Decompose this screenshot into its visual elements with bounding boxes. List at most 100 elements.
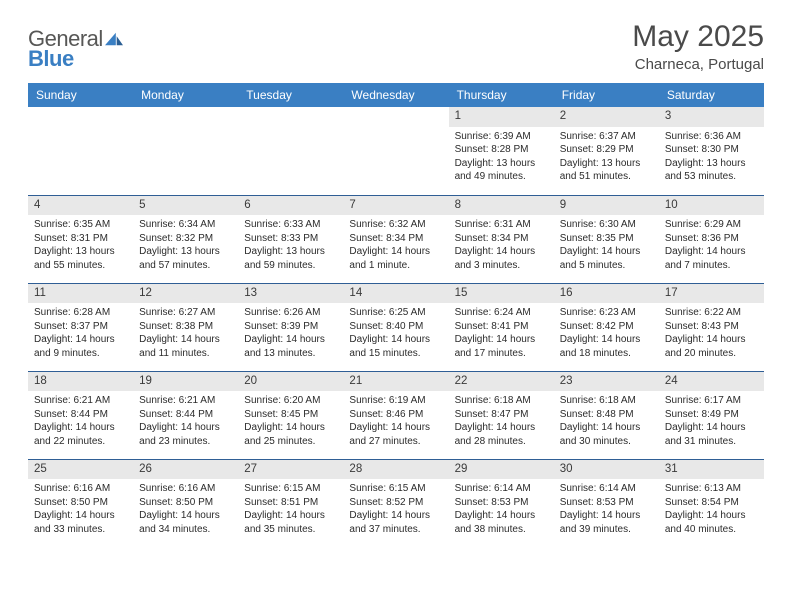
day-details: Sunrise: 6:17 AMSunset: 8:49 PMDaylight:… [659,391,764,452]
day-details: Sunrise: 6:18 AMSunset: 8:47 PMDaylight:… [449,391,554,452]
day-details: Sunrise: 6:35 AMSunset: 8:31 PMDaylight:… [28,215,133,276]
day-number: 18 [28,372,133,392]
daylight-line-2: and 13 minutes. [244,347,337,361]
calendar-cell: 26Sunrise: 6:16 AMSunset: 8:50 PMDayligh… [133,459,238,547]
sunset-line: Sunset: 8:35 PM [560,232,653,246]
calendar-week-row: 18Sunrise: 6:21 AMSunset: 8:44 PMDayligh… [28,371,764,459]
sunset-line: Sunset: 8:50 PM [139,496,232,510]
day-details: Sunrise: 6:26 AMSunset: 8:39 PMDaylight:… [238,303,343,364]
day-number: 30 [554,460,659,480]
daylight-line-2: and 9 minutes. [34,347,127,361]
daylight-line-1: Daylight: 13 hours [560,157,653,171]
day-details: Sunrise: 6:39 AMSunset: 8:28 PMDaylight:… [449,127,554,188]
daylight-line-2: and 7 minutes. [665,259,758,273]
daylight-line-2: and 33 minutes. [34,523,127,537]
sunset-line: Sunset: 8:33 PM [244,232,337,246]
daylight-line-2: and 59 minutes. [244,259,337,273]
day-details: Sunrise: 6:28 AMSunset: 8:37 PMDaylight:… [28,303,133,364]
daylight-line-1: Daylight: 14 hours [244,509,337,523]
day-number: 22 [449,372,554,392]
calendar-cell: 4Sunrise: 6:35 AMSunset: 8:31 PMDaylight… [28,195,133,283]
day-details: Sunrise: 6:15 AMSunset: 8:52 PMDaylight:… [343,479,448,540]
sunset-line: Sunset: 8:44 PM [139,408,232,422]
daylight-line-1: Daylight: 14 hours [455,509,548,523]
sunrise-line: Sunrise: 6:26 AM [244,306,337,320]
day-number: 5 [133,196,238,216]
day-details: Sunrise: 6:37 AMSunset: 8:29 PMDaylight:… [554,127,659,188]
day-number: 8 [449,196,554,216]
day-details: Sunrise: 6:27 AMSunset: 8:38 PMDaylight:… [133,303,238,364]
day-header: Thursday [449,83,554,107]
calendar-cell: 7Sunrise: 6:32 AMSunset: 8:34 PMDaylight… [343,195,448,283]
daylight-line-1: Daylight: 14 hours [349,245,442,259]
sunrise-line: Sunrise: 6:18 AM [455,394,548,408]
sunrise-line: Sunrise: 6:17 AM [665,394,758,408]
sunrise-line: Sunrise: 6:16 AM [139,482,232,496]
day-number: 20 [238,372,343,392]
day-details: Sunrise: 6:21 AMSunset: 8:44 PMDaylight:… [28,391,133,452]
daylight-line-2: and 39 minutes. [560,523,653,537]
sail-icon [105,32,123,46]
sunrise-line: Sunrise: 6:14 AM [560,482,653,496]
sunrise-line: Sunrise: 6:21 AM [139,394,232,408]
day-number: 16 [554,284,659,304]
calendar-cell: 14Sunrise: 6:25 AMSunset: 8:40 PMDayligh… [343,283,448,371]
day-number: 11 [28,284,133,304]
sunrise-line: Sunrise: 6:33 AM [244,218,337,232]
sunset-line: Sunset: 8:37 PM [34,320,127,334]
day-details: Sunrise: 6:24 AMSunset: 8:41 PMDaylight:… [449,303,554,364]
day-details: Sunrise: 6:23 AMSunset: 8:42 PMDaylight:… [554,303,659,364]
calendar-cell: 24Sunrise: 6:17 AMSunset: 8:49 PMDayligh… [659,371,764,459]
sunset-line: Sunset: 8:52 PM [349,496,442,510]
day-details: Sunrise: 6:14 AMSunset: 8:53 PMDaylight:… [554,479,659,540]
daylight-line-1: Daylight: 14 hours [455,333,548,347]
sunset-line: Sunset: 8:36 PM [665,232,758,246]
sunrise-line: Sunrise: 6:18 AM [560,394,653,408]
calendar-cell: 27Sunrise: 6:15 AMSunset: 8:51 PMDayligh… [238,459,343,547]
calendar-cell: 20Sunrise: 6:20 AMSunset: 8:45 PMDayligh… [238,371,343,459]
sunrise-line: Sunrise: 6:19 AM [349,394,442,408]
sunrise-line: Sunrise: 6:28 AM [34,306,127,320]
sunrise-line: Sunrise: 6:34 AM [139,218,232,232]
day-number: 21 [343,372,448,392]
daylight-line-2: and 57 minutes. [139,259,232,273]
day-number [238,107,343,127]
day-number: 7 [343,196,448,216]
daylight-line-1: Daylight: 14 hours [244,333,337,347]
calendar-cell: 6Sunrise: 6:33 AMSunset: 8:33 PMDaylight… [238,195,343,283]
sunset-line: Sunset: 8:44 PM [34,408,127,422]
calendar-week-row: 11Sunrise: 6:28 AMSunset: 8:37 PMDayligh… [28,283,764,371]
day-number: 10 [659,196,764,216]
sunrise-line: Sunrise: 6:20 AM [244,394,337,408]
daylight-line-1: Daylight: 14 hours [665,245,758,259]
logo-text-blue: Blue [28,46,74,72]
day-details: Sunrise: 6:16 AMSunset: 8:50 PMDaylight:… [28,479,133,540]
sunrise-line: Sunrise: 6:35 AM [34,218,127,232]
daylight-line-2: and 34 minutes. [139,523,232,537]
calendar-cell: 31Sunrise: 6:13 AMSunset: 8:54 PMDayligh… [659,459,764,547]
sunset-line: Sunset: 8:48 PM [560,408,653,422]
daylight-line-2: and 51 minutes. [560,170,653,184]
daylight-line-1: Daylight: 14 hours [34,509,127,523]
daylight-line-1: Daylight: 13 hours [139,245,232,259]
calendar-cell: 22Sunrise: 6:18 AMSunset: 8:47 PMDayligh… [449,371,554,459]
title-block: May 2025 Charneca, Portugal [632,20,764,73]
day-number: 19 [133,372,238,392]
calendar-week-row: 4Sunrise: 6:35 AMSunset: 8:31 PMDaylight… [28,195,764,283]
daylight-line-1: Daylight: 14 hours [665,509,758,523]
sunset-line: Sunset: 8:28 PM [455,143,548,157]
calendar-week-row: 1Sunrise: 6:39 AMSunset: 8:28 PMDaylight… [28,107,764,195]
daylight-line-1: Daylight: 13 hours [455,157,548,171]
day-details: Sunrise: 6:14 AMSunset: 8:53 PMDaylight:… [449,479,554,540]
page-title: May 2025 [632,20,764,54]
sunrise-line: Sunrise: 6:30 AM [560,218,653,232]
sunset-line: Sunset: 8:54 PM [665,496,758,510]
daylight-line-2: and 27 minutes. [349,435,442,449]
daylight-line-1: Daylight: 14 hours [665,421,758,435]
calendar-table: Sunday Monday Tuesday Wednesday Thursday… [28,83,764,547]
day-header: Sunday [28,83,133,107]
day-number: 31 [659,460,764,480]
sunset-line: Sunset: 8:30 PM [665,143,758,157]
sunset-line: Sunset: 8:47 PM [455,408,548,422]
daylight-line-2: and 38 minutes. [455,523,548,537]
